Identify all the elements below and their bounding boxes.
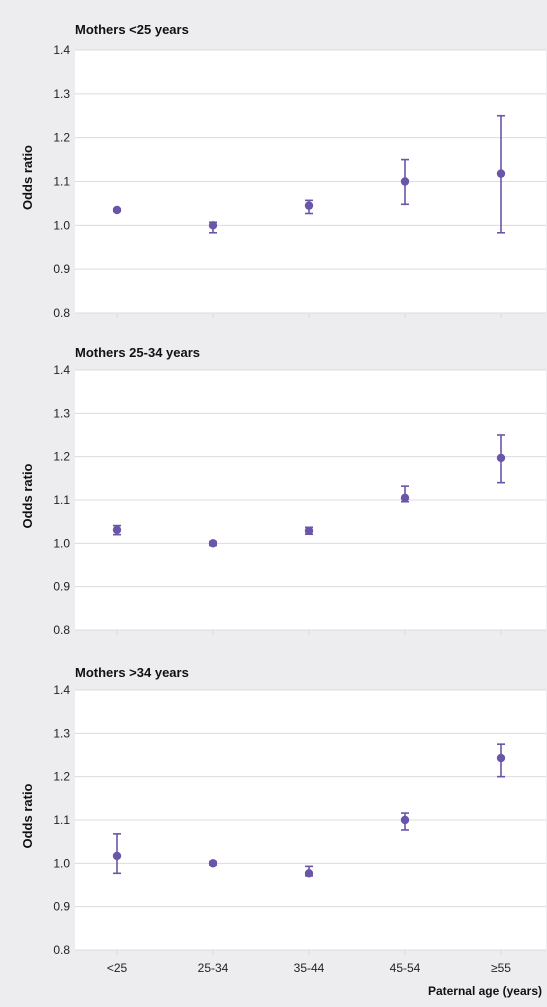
x-axis-label: Paternal age (years) bbox=[428, 984, 542, 998]
y-axis-label: Odds ratio bbox=[20, 783, 35, 848]
panel-title: Mothers >34 years bbox=[75, 665, 189, 680]
y-tick-label: 0.9 bbox=[53, 900, 70, 914]
data-point bbox=[496, 169, 506, 178]
y-tick-label: 1.3 bbox=[53, 406, 70, 420]
data-point bbox=[208, 859, 218, 868]
y-tick-label: 1.4 bbox=[53, 683, 70, 697]
data-point bbox=[112, 525, 122, 535]
y-tick-label: 0.8 bbox=[53, 943, 70, 957]
y-tick-label: 1.2 bbox=[53, 450, 70, 464]
x-tick-label: 25-34 bbox=[198, 961, 229, 975]
data-point bbox=[496, 753, 506, 763]
y-tick-label: 1.3 bbox=[53, 726, 70, 740]
y-axis-label: Odds ratio bbox=[20, 145, 35, 210]
data-point bbox=[208, 221, 218, 230]
y-tick-label: 1.2 bbox=[53, 770, 70, 784]
data-point bbox=[304, 526, 314, 535]
y-tick-label: 1.4 bbox=[53, 43, 70, 57]
panel-title: Mothers <25 years bbox=[75, 22, 189, 37]
y-tick-label: 1.1 bbox=[53, 493, 70, 507]
y-tick-label: 1.0 bbox=[53, 218, 70, 232]
data-point bbox=[400, 177, 410, 186]
data-point bbox=[208, 539, 218, 548]
data-point bbox=[112, 205, 122, 215]
x-tick-label: ≥55 bbox=[491, 961, 511, 975]
x-tick-label: 35-44 bbox=[294, 961, 325, 975]
y-tick-label: 1.4 bbox=[53, 363, 70, 377]
data-point bbox=[400, 493, 410, 503]
y-tick-label: 0.9 bbox=[53, 580, 70, 594]
y-tick-label: 1.1 bbox=[53, 175, 70, 189]
data-point bbox=[304, 201, 314, 210]
y-tick-label: 1.1 bbox=[53, 813, 70, 827]
y-tick-label: 1.3 bbox=[53, 87, 70, 101]
y-tick-label: 1.0 bbox=[53, 536, 70, 550]
y-tick-label: 0.8 bbox=[53, 623, 70, 637]
y-axis-label: Odds ratio bbox=[20, 463, 35, 528]
panel-title: Mothers 25-34 years bbox=[75, 345, 200, 360]
x-tick-label: 45-54 bbox=[390, 961, 421, 975]
chart-panel-3: 0.8 0.9 1.0 1.1 1.2 1.3 1.4 Mothers >34 years Od… bbox=[20, 665, 546, 998]
data-point bbox=[400, 815, 410, 825]
y-tick-label: 0.8 bbox=[53, 306, 70, 320]
data-point bbox=[112, 851, 122, 861]
x-tick-label: <25 bbox=[107, 961, 128, 975]
chart-panel-1: 0.8 0.9 1.0 1.1 1.2 1.3 1.4 Mothers <25 years Od… bbox=[20, 22, 546, 320]
y-tick-label: 1.0 bbox=[53, 856, 70, 870]
data-point bbox=[304, 869, 314, 878]
data-point bbox=[496, 453, 506, 463]
y-tick-label: 0.9 bbox=[53, 262, 70, 276]
chart-panel-2: 0.8 0.9 1.0 1.1 1.2 1.3 1.4 Mothers 25-34 years… bbox=[20, 345, 546, 637]
y-tick-label: 1.2 bbox=[53, 131, 70, 145]
